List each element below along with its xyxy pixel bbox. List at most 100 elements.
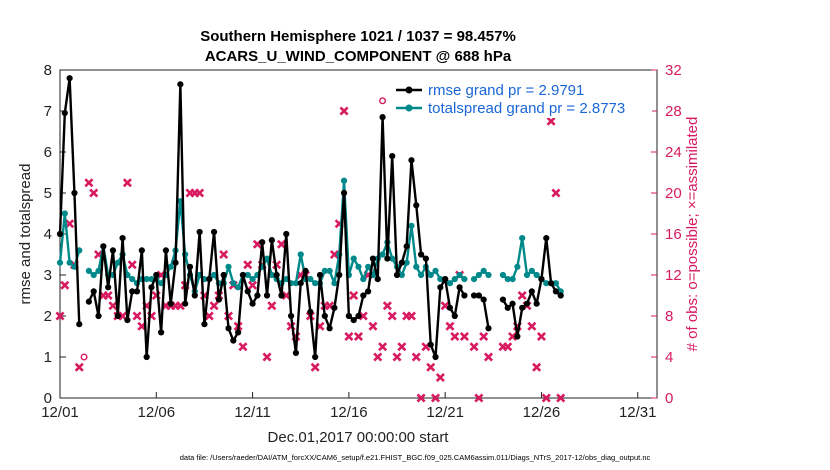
totalspread-point xyxy=(249,276,256,283)
totalspread-point xyxy=(528,267,535,274)
totalspread-point xyxy=(85,267,92,274)
totalspread-point xyxy=(210,271,218,279)
rmse-point xyxy=(312,353,319,361)
rmse-point xyxy=(143,353,150,361)
obs-assimilated-marker xyxy=(60,280,70,290)
chart-title-line2: ACARS_U_WIND_COMPONENT @ 688 hPa xyxy=(205,48,512,65)
rmse-point xyxy=(244,288,251,295)
totalspread-point xyxy=(90,271,97,279)
obs-assimilated-marker xyxy=(267,301,277,311)
totalspread-point xyxy=(413,263,420,270)
obs-assimilated-marker xyxy=(474,393,484,403)
obs-assimilated-marker xyxy=(536,331,546,342)
totalspread-point xyxy=(263,255,271,262)
rmse-point xyxy=(446,304,454,311)
obs-assimilated-marker xyxy=(248,280,258,290)
rmse-point xyxy=(153,271,160,279)
totalspread-point xyxy=(230,280,237,287)
rmse-point xyxy=(167,300,174,307)
rmse-point xyxy=(451,312,458,320)
rmse-point xyxy=(124,317,131,324)
totalspread-point xyxy=(533,271,540,279)
totalspread-point xyxy=(340,177,348,184)
obs-assimilated-marker xyxy=(339,106,349,116)
rmse-point xyxy=(210,228,218,236)
totalspread-point xyxy=(292,280,300,287)
y-tick-left-label: 8 xyxy=(44,62,52,79)
rmse-point xyxy=(307,308,314,315)
y-axis-label-right: # of obs: o=possible; ×=assimilated xyxy=(684,117,701,352)
obs-assimilated-marker xyxy=(435,372,445,383)
obs-assimilated-marker xyxy=(55,311,65,321)
obs-assimilated-marker xyxy=(272,260,282,270)
rmse-point xyxy=(95,312,102,320)
rmse-point xyxy=(442,276,449,283)
totalspread-point xyxy=(307,276,314,283)
rmse-point xyxy=(408,157,415,164)
rmse-point xyxy=(331,304,338,311)
rmse-point xyxy=(182,300,189,307)
obs-assimilated-marker xyxy=(440,301,450,311)
rmse-point xyxy=(316,271,324,279)
rmse-point xyxy=(557,292,564,299)
obs-assimilated-marker xyxy=(209,301,219,311)
totalspread-point xyxy=(432,267,439,274)
obs-assimilated-marker xyxy=(195,188,205,198)
obs-assimilated-marker xyxy=(238,342,248,352)
obs-assimilated-marker xyxy=(382,301,392,311)
y-tick-right-label: 16 xyxy=(665,226,682,243)
obs-assimilated-marker xyxy=(344,331,354,342)
totalspread-point xyxy=(244,271,251,279)
rmse-point xyxy=(379,114,386,121)
obs-assimilated-marker xyxy=(551,188,561,198)
legend-spread-marker xyxy=(405,104,413,112)
rmse-point xyxy=(172,259,179,266)
totalspread-point xyxy=(379,251,386,258)
obs-assimilated-marker xyxy=(411,352,421,362)
totalspread-point xyxy=(417,271,425,279)
obs-assimilated-marker xyxy=(503,342,513,352)
rmse-point xyxy=(389,153,396,160)
obs-assimilated-marker xyxy=(127,260,137,270)
rmse-point xyxy=(162,247,170,254)
legend-rmse-label: rmse grand pr = 2.9791 xyxy=(428,82,584,99)
rmse-point xyxy=(528,288,535,295)
obs-assimilated-marker xyxy=(527,321,537,331)
totalspread-point xyxy=(66,259,73,266)
totalspread-point xyxy=(470,276,478,283)
y-tick-left-label: 7 xyxy=(44,103,52,120)
obs-assimilated-marker xyxy=(368,321,378,331)
obs-assimilated-marker xyxy=(132,311,142,321)
y-tick-right-label: 20 xyxy=(665,185,682,202)
obs-assimilated-marker xyxy=(406,311,416,321)
totalspread-point xyxy=(235,284,242,291)
totalspread-point xyxy=(480,267,487,274)
rmse-point xyxy=(321,312,328,320)
rmse-point xyxy=(504,304,511,311)
rmse-point xyxy=(326,325,333,332)
obs-assimilated-marker xyxy=(204,311,214,321)
legend-rmse-marker xyxy=(405,86,413,94)
totalspread-point xyxy=(446,280,454,287)
totalspread-point xyxy=(167,263,174,270)
rmse-point xyxy=(239,271,247,279)
rmse-point xyxy=(437,284,444,291)
obs-assimilated-marker xyxy=(349,290,359,301)
y-tick-right-label: 4 xyxy=(665,349,673,366)
rmse-point xyxy=(220,271,227,279)
totalspread-line xyxy=(473,269,490,281)
x-tick-label: 12/16 xyxy=(330,404,368,421)
rmse-point xyxy=(422,255,430,262)
totalspread-point xyxy=(543,280,550,287)
rmse-point xyxy=(403,243,410,250)
x-axis-label: Dec.01,2017 00:00:00 start xyxy=(268,429,450,446)
rmse-point xyxy=(384,255,391,262)
y-tick-right-label: 32 xyxy=(665,62,682,79)
rmse-point xyxy=(427,341,434,348)
totalspread-point xyxy=(523,271,531,279)
rmse-point xyxy=(230,337,237,344)
rmse-point xyxy=(100,243,107,250)
legend-box xyxy=(392,78,652,118)
y-tick-right-label: 8 xyxy=(665,308,673,325)
